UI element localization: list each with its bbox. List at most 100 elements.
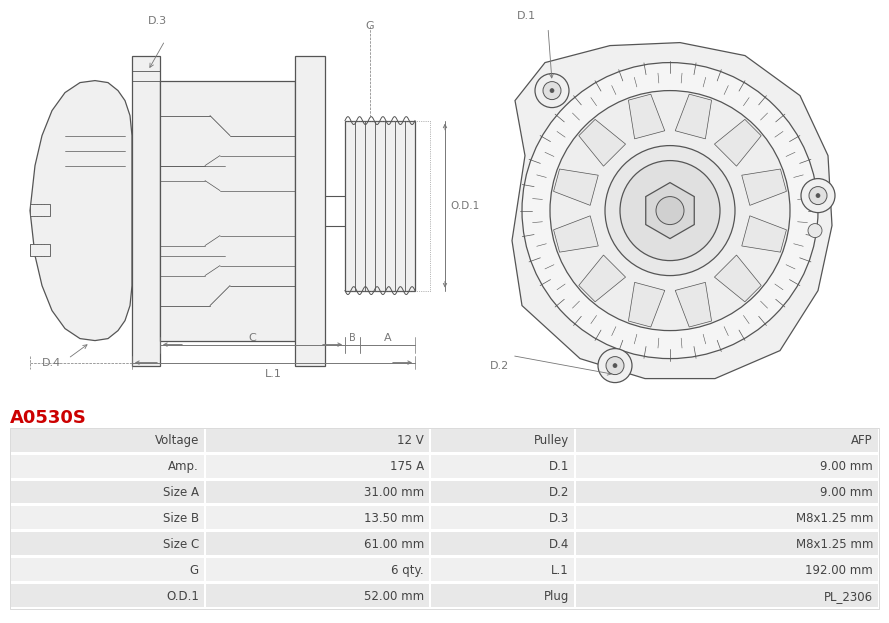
Text: G: G — [190, 564, 199, 577]
Text: 13.50 mm: 13.50 mm — [364, 512, 424, 525]
Text: D.2: D.2 — [490, 361, 509, 371]
Polygon shape — [629, 94, 665, 139]
Bar — [206, 532, 429, 556]
Bar — [576, 558, 878, 582]
Bar — [10, 428, 879, 609]
Bar — [11, 480, 204, 505]
Text: Size A: Size A — [163, 486, 199, 499]
Bar — [431, 455, 574, 478]
Polygon shape — [579, 120, 626, 166]
Bar — [11, 532, 204, 556]
Text: A: A — [384, 333, 392, 343]
Text: Voltage: Voltage — [155, 434, 199, 447]
Bar — [431, 429, 574, 453]
Circle shape — [598, 349, 632, 383]
Polygon shape — [741, 169, 787, 206]
Text: 61.00 mm: 61.00 mm — [364, 538, 424, 551]
Text: Pulley: Pulley — [533, 434, 569, 447]
Bar — [206, 480, 429, 505]
Text: 9.00 mm: 9.00 mm — [821, 486, 873, 499]
Bar — [30, 244, 50, 255]
Bar — [576, 429, 878, 453]
Bar — [11, 558, 204, 582]
Bar — [576, 480, 878, 505]
Polygon shape — [676, 94, 711, 139]
Text: Amp.: Amp. — [168, 460, 199, 473]
Text: M8x1.25 mm: M8x1.25 mm — [796, 512, 873, 525]
Polygon shape — [30, 80, 132, 341]
Text: G: G — [365, 21, 374, 31]
Bar — [206, 506, 429, 530]
Text: D.1: D.1 — [517, 11, 536, 21]
Circle shape — [808, 224, 822, 237]
Bar — [345, 121, 415, 290]
Bar — [206, 455, 429, 478]
Bar — [11, 429, 204, 453]
Circle shape — [543, 82, 561, 100]
Bar — [206, 558, 429, 582]
Bar — [431, 558, 574, 582]
Text: Plug: Plug — [544, 589, 569, 602]
Bar — [132, 55, 160, 366]
Bar — [206, 584, 429, 608]
Polygon shape — [579, 255, 626, 302]
Text: D.2: D.2 — [549, 486, 569, 499]
Polygon shape — [512, 42, 832, 379]
Text: O.D.1: O.D.1 — [450, 201, 479, 211]
Bar — [295, 55, 325, 366]
Polygon shape — [676, 282, 711, 327]
Text: Size C: Size C — [163, 538, 199, 551]
Circle shape — [801, 179, 835, 212]
Circle shape — [606, 356, 624, 374]
Text: AFP: AFP — [852, 434, 873, 447]
Circle shape — [613, 364, 617, 368]
Polygon shape — [715, 120, 761, 166]
Text: D.3: D.3 — [549, 512, 569, 525]
Bar — [11, 455, 204, 478]
Bar — [30, 204, 50, 216]
Circle shape — [550, 90, 790, 331]
Circle shape — [816, 194, 820, 197]
Text: 31.00 mm: 31.00 mm — [364, 486, 424, 499]
Circle shape — [620, 161, 720, 260]
Text: O.D.1: O.D.1 — [166, 589, 199, 602]
Text: D.3: D.3 — [148, 16, 167, 26]
Bar — [11, 506, 204, 530]
Text: M8x1.25 mm: M8x1.25 mm — [796, 538, 873, 551]
Polygon shape — [715, 255, 761, 302]
Bar — [576, 506, 878, 530]
Bar — [576, 455, 878, 478]
Bar — [431, 584, 574, 608]
Bar — [11, 584, 204, 608]
Text: L.1: L.1 — [265, 369, 282, 379]
Text: PL_2306: PL_2306 — [824, 589, 873, 602]
Text: B: B — [348, 333, 356, 343]
Text: D.4: D.4 — [42, 358, 61, 368]
Bar — [431, 480, 574, 505]
Text: Size B: Size B — [163, 512, 199, 525]
Text: 6 qty.: 6 qty. — [391, 564, 424, 577]
Polygon shape — [629, 282, 665, 327]
Polygon shape — [554, 216, 598, 252]
Circle shape — [550, 88, 554, 93]
Bar — [576, 532, 878, 556]
Text: C: C — [248, 333, 256, 343]
Text: L.1: L.1 — [551, 564, 569, 577]
Bar — [576, 584, 878, 608]
Text: 9.00 mm: 9.00 mm — [821, 460, 873, 473]
Bar — [431, 506, 574, 530]
Bar — [206, 429, 429, 453]
Circle shape — [535, 74, 569, 108]
Circle shape — [522, 62, 818, 359]
Polygon shape — [645, 183, 694, 239]
Circle shape — [656, 197, 684, 224]
Text: D.4: D.4 — [549, 538, 569, 551]
Text: A0530S: A0530S — [10, 409, 87, 427]
Bar — [431, 532, 574, 556]
Circle shape — [605, 146, 735, 275]
Polygon shape — [741, 216, 787, 252]
Text: D.1: D.1 — [549, 460, 569, 473]
Text: 192.00 mm: 192.00 mm — [805, 564, 873, 577]
Text: 175 A: 175 A — [390, 460, 424, 473]
Circle shape — [809, 187, 827, 204]
